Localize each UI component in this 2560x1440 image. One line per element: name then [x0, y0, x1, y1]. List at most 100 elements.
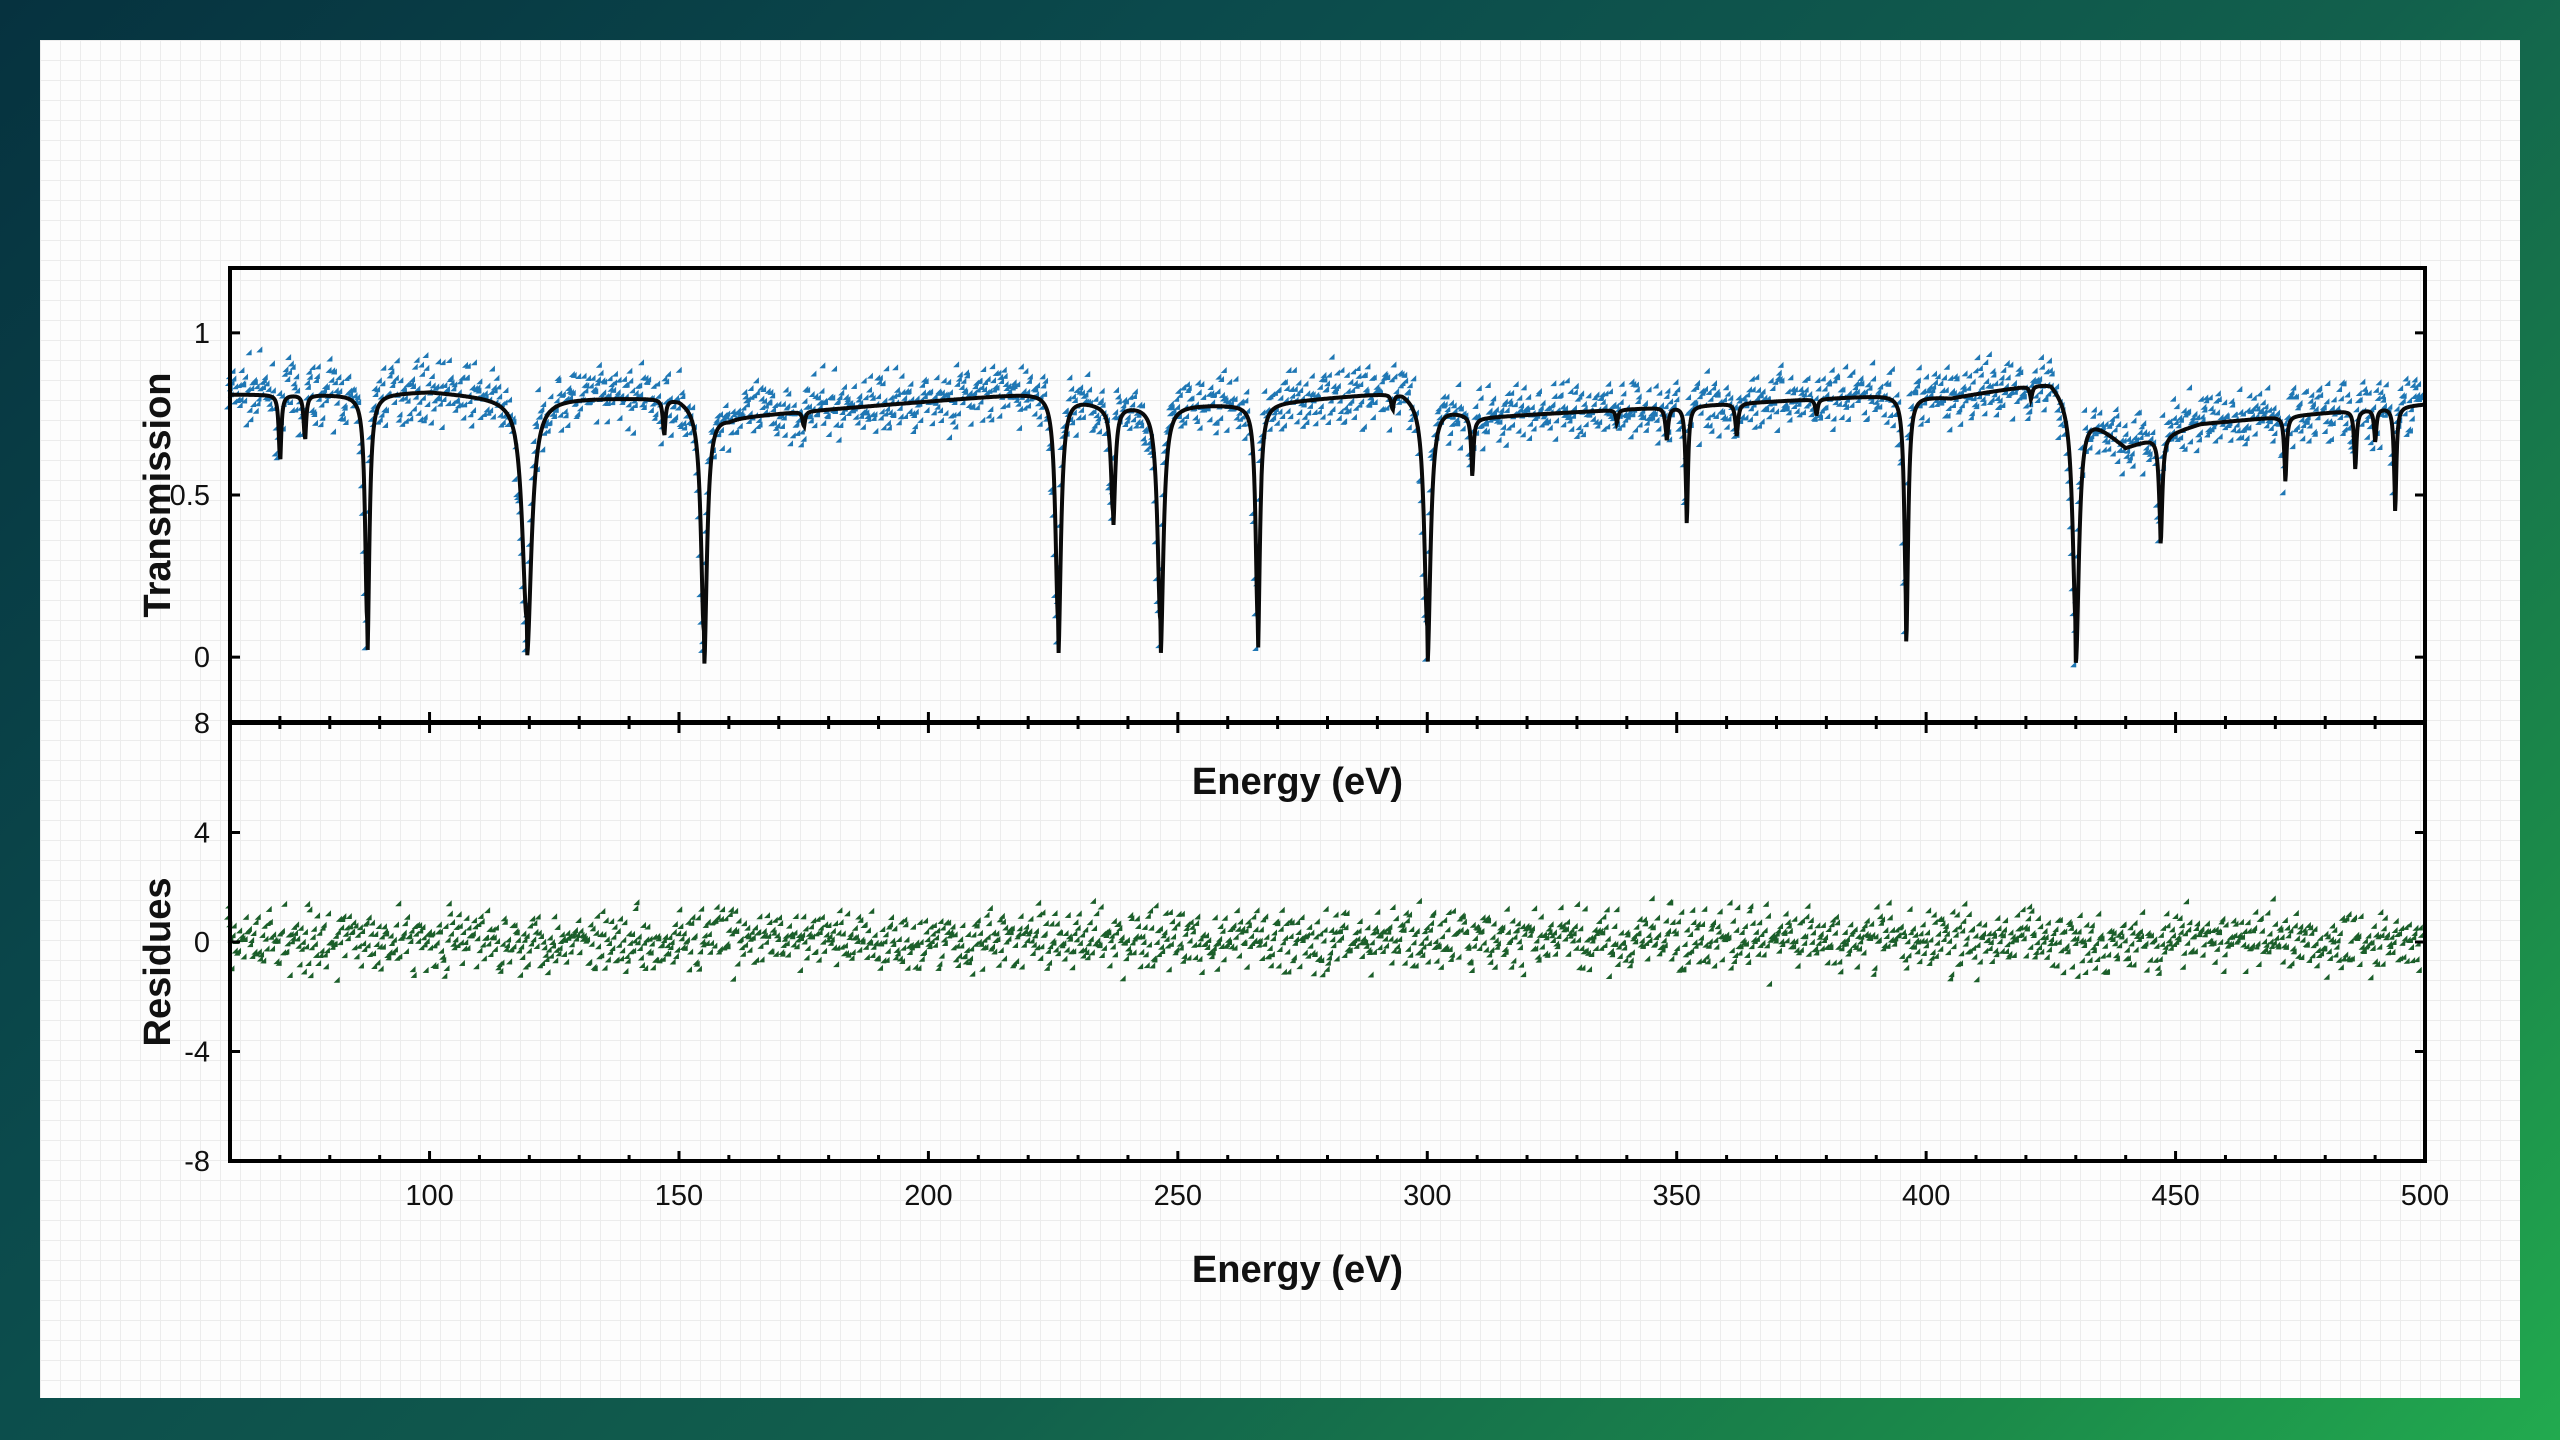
residue-point: [444, 936, 451, 943]
transmission-point: [1168, 404, 1175, 411]
residue-point: [2336, 930, 2343, 937]
x-tick-label: 450: [2151, 1180, 2199, 1212]
transmission-point: [1065, 395, 1072, 402]
transmission-point: [1042, 377, 1049, 384]
transmission-point: [1241, 434, 1248, 441]
residue-point: [1783, 937, 1790, 944]
residue-point: [2217, 938, 2224, 945]
residue-point: [2391, 927, 2398, 934]
transmission-point: [1759, 388, 1766, 395]
transmission-point: [1114, 393, 1121, 400]
y-tick-label: 8: [194, 708, 210, 740]
transmission-point: [1087, 409, 1094, 416]
transmission-point: [1835, 400, 1842, 407]
residue-point: [406, 933, 413, 940]
transmission-point: [2251, 430, 2258, 437]
transmission-point: [438, 424, 445, 431]
residue-point: [455, 911, 462, 918]
residue-point: [832, 920, 839, 927]
residue-point: [1336, 927, 1343, 934]
transmission-point: [1526, 420, 1533, 427]
transmission-point: [1320, 371, 1327, 378]
transmission-point: [559, 390, 566, 397]
transmission-point: [1295, 379, 1302, 386]
residue-point: [478, 918, 485, 925]
transmission-point: [780, 414, 787, 421]
transmission-point: [513, 491, 520, 498]
transmission-point: [1633, 386, 1640, 393]
transmission-point: [2090, 406, 2097, 413]
transmission-point: [847, 400, 854, 407]
residue-point: [1106, 962, 1113, 969]
residue-point: [1882, 926, 1889, 933]
transmission-point: [890, 412, 897, 419]
residue-point: [1147, 907, 1154, 914]
residue-point: [1726, 899, 1733, 906]
transmission-point: [1441, 401, 1448, 408]
transmission-point: [308, 406, 315, 413]
transmission-point: [1134, 418, 1141, 425]
residue-point: [1119, 975, 1126, 982]
transmission-point: [1917, 420, 1924, 427]
residue-point: [900, 944, 907, 951]
transmission-point: [1946, 426, 1953, 433]
transmission-point: [980, 366, 987, 373]
residue-point: [409, 966, 416, 973]
residue-point: [427, 944, 434, 951]
transmission-point: [1996, 397, 2003, 404]
residue-point: [758, 956, 765, 963]
transmission-point: [333, 399, 340, 406]
transmission-point: [1482, 420, 1489, 427]
transmission-point: [840, 383, 847, 390]
transmission-point: [1789, 385, 1796, 392]
residue-point: [893, 946, 900, 953]
transmission-point: [1279, 413, 1286, 420]
transmission-point: [1342, 404, 1349, 411]
transmission-point: [253, 383, 260, 390]
residue-point: [2198, 925, 2205, 932]
residue-point: [2131, 919, 2138, 926]
transmission-point: [1242, 397, 1249, 404]
residue-point: [633, 899, 640, 906]
residue-point: [694, 914, 701, 921]
transmission-point: [1655, 425, 1662, 432]
transmission-point: [2036, 375, 2043, 382]
transmission-point: [771, 402, 778, 409]
transmission-point: [1861, 388, 1868, 395]
residue-point: [1614, 960, 1621, 967]
residue-point: [1782, 910, 1789, 917]
transmission-point: [375, 377, 382, 384]
residue-point: [760, 927, 767, 934]
residue-point: [2082, 969, 2089, 976]
transmission-point: [1041, 390, 1048, 397]
residue-point: [1383, 942, 1390, 949]
residue-point: [1244, 918, 1251, 925]
transmission-point: [413, 356, 420, 363]
residue-point: [985, 920, 992, 927]
residue-point: [909, 923, 916, 930]
transmission-point: [2081, 406, 2088, 413]
residue-point: [465, 924, 472, 931]
transmission-point: [250, 401, 257, 408]
transmission-point: [600, 389, 607, 396]
transmission-point: [457, 401, 464, 408]
transmission-point: [1447, 399, 1454, 406]
transmission-point: [1958, 402, 1965, 409]
residue-point: [969, 970, 976, 977]
transmission-point: [1285, 366, 1292, 373]
transmission-point: [1602, 390, 1609, 397]
transmission-point: [1192, 414, 1199, 421]
transmission-point: [976, 377, 983, 384]
residue-point: [2177, 928, 2184, 935]
transmission-point: [254, 400, 261, 407]
transmission-point: [1082, 391, 1089, 398]
transmission-point: [1800, 391, 1807, 398]
transmission-point: [1971, 401, 1978, 408]
residue-point: [1489, 933, 1496, 940]
transmission-point: [395, 416, 402, 423]
residue-point: [1905, 952, 1912, 959]
transmission-point: [484, 382, 491, 389]
residue-point: [2293, 935, 2300, 942]
transmission-point: [1217, 414, 1224, 421]
residue-point: [571, 926, 578, 933]
